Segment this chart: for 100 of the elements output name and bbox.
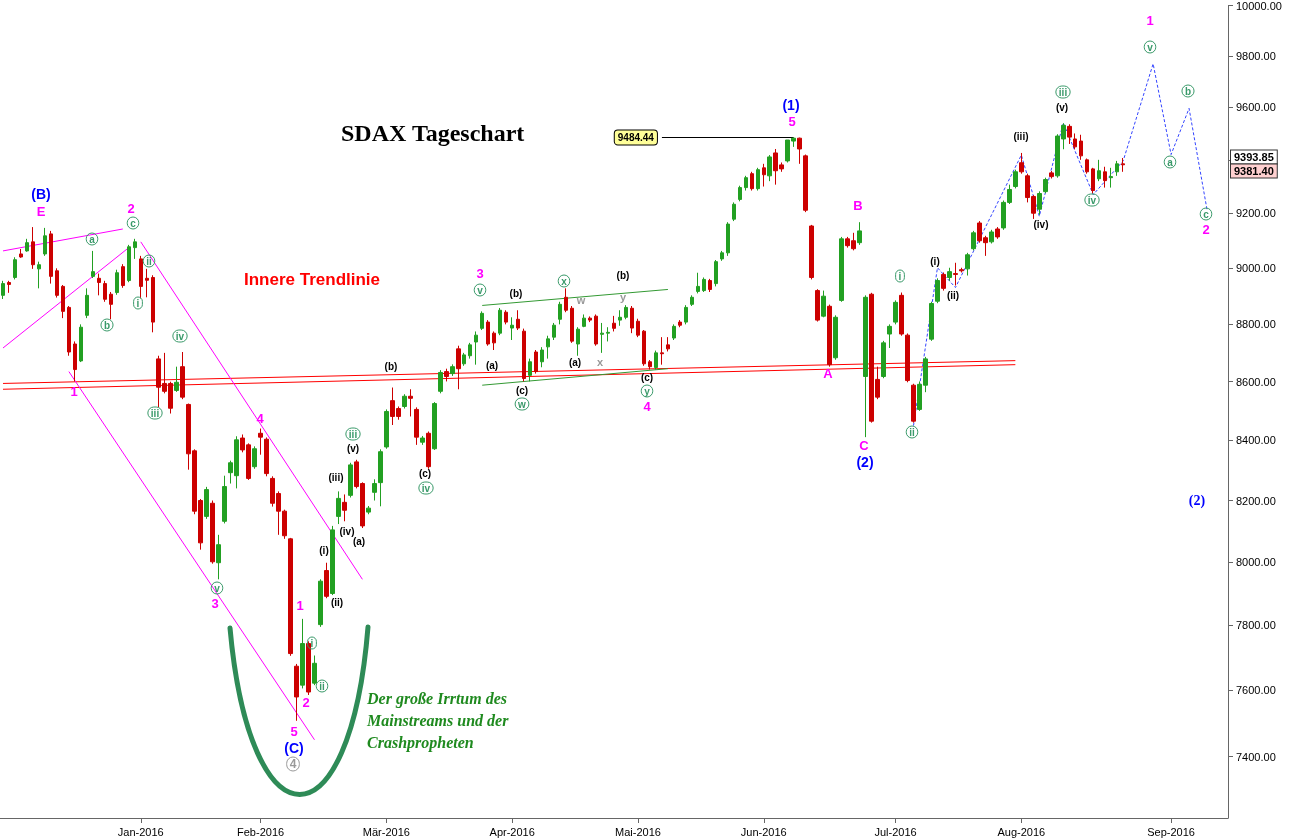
candlestick bbox=[474, 330, 478, 366]
candlestick bbox=[558, 301, 562, 325]
candlestick bbox=[1073, 132, 1077, 150]
candlestick bbox=[821, 290, 826, 318]
candlestick bbox=[995, 226, 1000, 240]
candlestick bbox=[384, 408, 389, 450]
x-tick-label: Jun-2016 bbox=[740, 825, 787, 838]
candlestick bbox=[264, 436, 269, 477]
candlestick bbox=[348, 462, 353, 498]
candlestick bbox=[97, 273, 101, 296]
candlestick bbox=[300, 618, 305, 689]
annotation: A bbox=[823, 365, 834, 381]
annotation: 2 bbox=[302, 694, 310, 710]
candlestick bbox=[672, 323, 676, 341]
annotation: C bbox=[859, 437, 870, 453]
candlestick bbox=[540, 346, 544, 368]
candlestick bbox=[7, 280, 11, 294]
annotation: iii bbox=[150, 407, 160, 419]
candlestick bbox=[893, 299, 898, 325]
candlestick bbox=[887, 323, 892, 349]
candlestick bbox=[414, 406, 419, 446]
annotation: w bbox=[517, 398, 527, 410]
candlestick bbox=[115, 269, 119, 296]
candlestick bbox=[121, 263, 125, 289]
candlestick bbox=[947, 267, 952, 282]
candlestick bbox=[1097, 159, 1101, 182]
x-tick-label: Apr-2016 bbox=[489, 825, 535, 838]
candlestick bbox=[642, 329, 646, 367]
candlestick bbox=[1091, 167, 1095, 194]
x-tick-label: Jul-2016 bbox=[874, 825, 917, 838]
candlestick bbox=[720, 250, 724, 262]
ref-line-label: 9484.44 bbox=[617, 132, 655, 144]
annotation: 4 bbox=[289, 757, 297, 771]
annotation: (2) bbox=[1188, 492, 1206, 509]
candlestick bbox=[833, 314, 838, 361]
annotation: iii bbox=[1058, 86, 1068, 98]
annotation: y bbox=[644, 385, 651, 397]
annotation: iv bbox=[421, 482, 431, 494]
candlestick bbox=[965, 252, 970, 277]
candlestick bbox=[696, 272, 700, 294]
candlestick bbox=[1013, 169, 1018, 189]
candlestick bbox=[37, 261, 41, 289]
candlestick bbox=[588, 315, 592, 323]
candlestick bbox=[462, 352, 466, 367]
candlestick bbox=[738, 185, 742, 202]
candlestick bbox=[55, 267, 59, 299]
candlestick bbox=[450, 363, 455, 377]
x-tick-label: Jan-2016 bbox=[117, 825, 164, 838]
candlestick bbox=[288, 537, 293, 657]
x-tick-label: Sep-2016 bbox=[1147, 825, 1195, 838]
candlestick bbox=[498, 307, 502, 336]
candlestick bbox=[803, 154, 808, 213]
annotation: 3 bbox=[211, 595, 219, 611]
candlestick bbox=[252, 445, 257, 470]
candlestick bbox=[612, 315, 616, 332]
candlestick bbox=[456, 345, 461, 390]
candlestick bbox=[510, 316, 514, 341]
candlestick bbox=[1103, 166, 1107, 189]
annotation: (b) bbox=[509, 287, 523, 299]
annotation: 2 bbox=[1202, 221, 1210, 237]
annotation: v bbox=[214, 582, 221, 594]
candlestick bbox=[438, 369, 443, 394]
annotation: ii bbox=[909, 426, 915, 438]
candlestick bbox=[702, 276, 706, 293]
candlestick bbox=[815, 288, 820, 323]
annotation: (v) bbox=[1055, 101, 1069, 113]
candlestick bbox=[67, 305, 71, 357]
annotation: (ii) bbox=[330, 596, 344, 608]
annotation: (1) bbox=[782, 97, 800, 113]
candlestick bbox=[1109, 167, 1113, 189]
candlestick bbox=[1079, 134, 1083, 161]
annotation: iii bbox=[348, 428, 358, 440]
candlestick bbox=[546, 335, 550, 360]
candlestick bbox=[528, 358, 532, 382]
annotation: ii bbox=[319, 680, 325, 692]
candlestick bbox=[636, 318, 640, 338]
candlestick bbox=[127, 244, 131, 283]
annotation: (ii) bbox=[946, 289, 960, 301]
y-tick-label: 7800.00 bbox=[1236, 619, 1276, 632]
candlestick bbox=[222, 475, 227, 524]
candlestick bbox=[180, 351, 185, 400]
annotation: iv bbox=[1087, 194, 1097, 206]
text: SDAX Tageschart bbox=[341, 120, 525, 146]
annotation: i bbox=[310, 637, 314, 649]
candlestick bbox=[109, 291, 113, 320]
candlestick bbox=[564, 287, 568, 313]
y-tick-label: 9600.00 bbox=[1236, 101, 1276, 114]
annotation: (iii) bbox=[328, 471, 344, 483]
candlestick bbox=[372, 478, 377, 502]
annotation: (c) bbox=[640, 371, 654, 383]
annotation: B bbox=[853, 197, 863, 213]
annotation: 5 bbox=[788, 113, 796, 129]
annotation: E bbox=[36, 203, 46, 219]
candlestick bbox=[911, 383, 916, 424]
candlestick bbox=[480, 310, 484, 331]
annotation: (iv) bbox=[1033, 218, 1049, 230]
y-tick-label: 9800.00 bbox=[1236, 49, 1276, 62]
candlestick bbox=[324, 562, 329, 599]
x-tick-label: Mär-2016 bbox=[362, 825, 410, 838]
candlestick bbox=[486, 319, 490, 347]
